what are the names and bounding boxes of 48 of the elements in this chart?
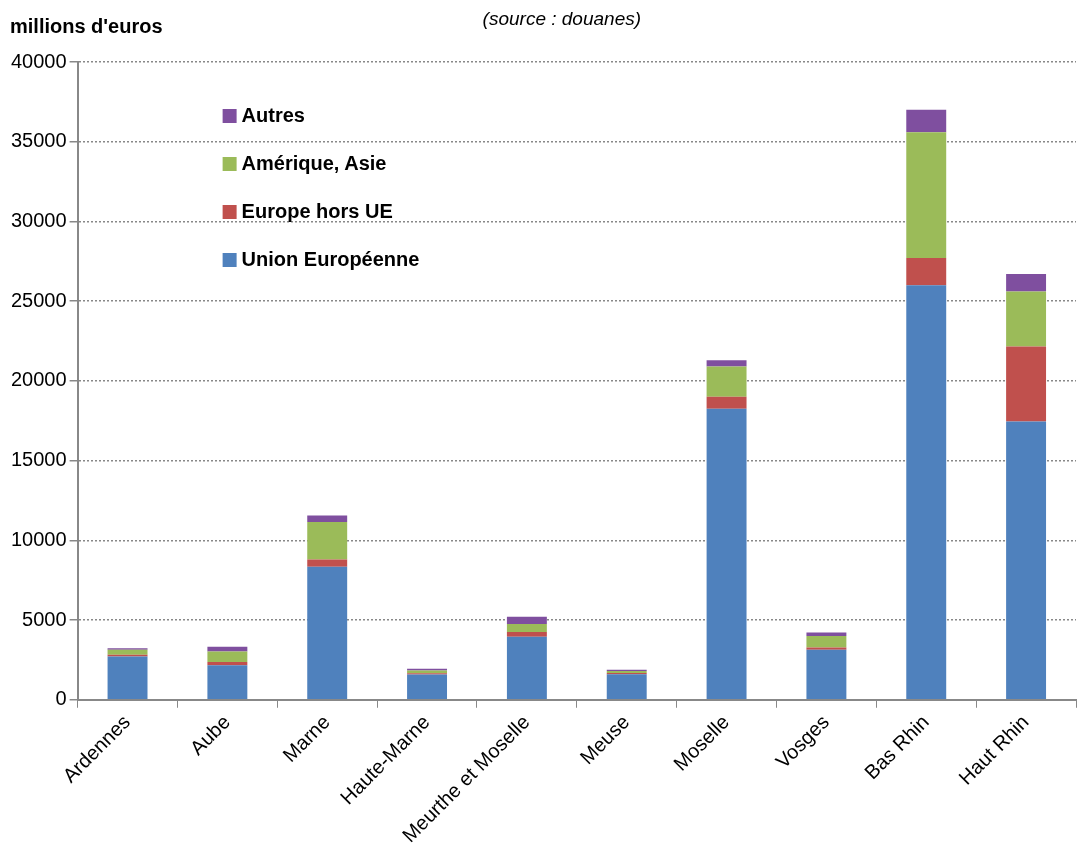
bar	[307, 559, 348, 567]
bar	[107, 649, 148, 655]
bar	[107, 656, 148, 700]
bar	[407, 674, 448, 700]
bar	[207, 651, 248, 662]
bar	[906, 258, 947, 286]
bar	[906, 285, 947, 700]
bar	[606, 674, 647, 700]
bar	[706, 366, 747, 397]
bar	[207, 661, 248, 666]
y-tick-label: 30000	[10, 208, 67, 231]
bar	[806, 649, 847, 700]
bar	[1006, 274, 1047, 292]
bar	[207, 646, 248, 652]
y-tick-label: 40000	[10, 49, 67, 72]
y-tick-label: 35000	[10, 129, 67, 152]
bar	[706, 408, 747, 700]
y-axis-title: millions d'euros	[10, 14, 163, 37]
bar	[906, 132, 947, 259]
legend-label: Union Européenne	[241, 247, 420, 270]
y-tick-label: 5000	[22, 607, 67, 630]
y-tick-label: 15000	[10, 448, 67, 471]
bar	[706, 360, 747, 367]
bar	[506, 636, 547, 700]
bar	[1006, 346, 1047, 422]
y-tick-label: 10000	[10, 527, 67, 550]
legend-label: Europe hors UE	[241, 199, 393, 222]
bar	[506, 632, 547, 637]
bar	[506, 616, 547, 625]
bar	[1006, 421, 1047, 700]
bar	[1006, 291, 1047, 347]
bar	[307, 566, 348, 700]
legend-label: Amérique, Asie	[241, 151, 387, 174]
x-tick-label: Bas Rhin	[860, 710, 933, 784]
y-tick-label: 25000	[10, 288, 67, 311]
bar	[307, 521, 348, 560]
bar	[806, 635, 847, 648]
bar	[506, 624, 547, 632]
y-tick-label: 0	[55, 687, 67, 710]
bar	[307, 515, 348, 522]
text: (source : douanes)	[482, 8, 642, 30]
bar	[706, 396, 747, 409]
bar	[806, 647, 847, 650]
y-tick-label: 20000	[10, 368, 67, 391]
bar	[207, 665, 248, 700]
bar	[806, 632, 847, 636]
legend-label: Autres	[241, 103, 305, 126]
bar	[906, 109, 947, 133]
